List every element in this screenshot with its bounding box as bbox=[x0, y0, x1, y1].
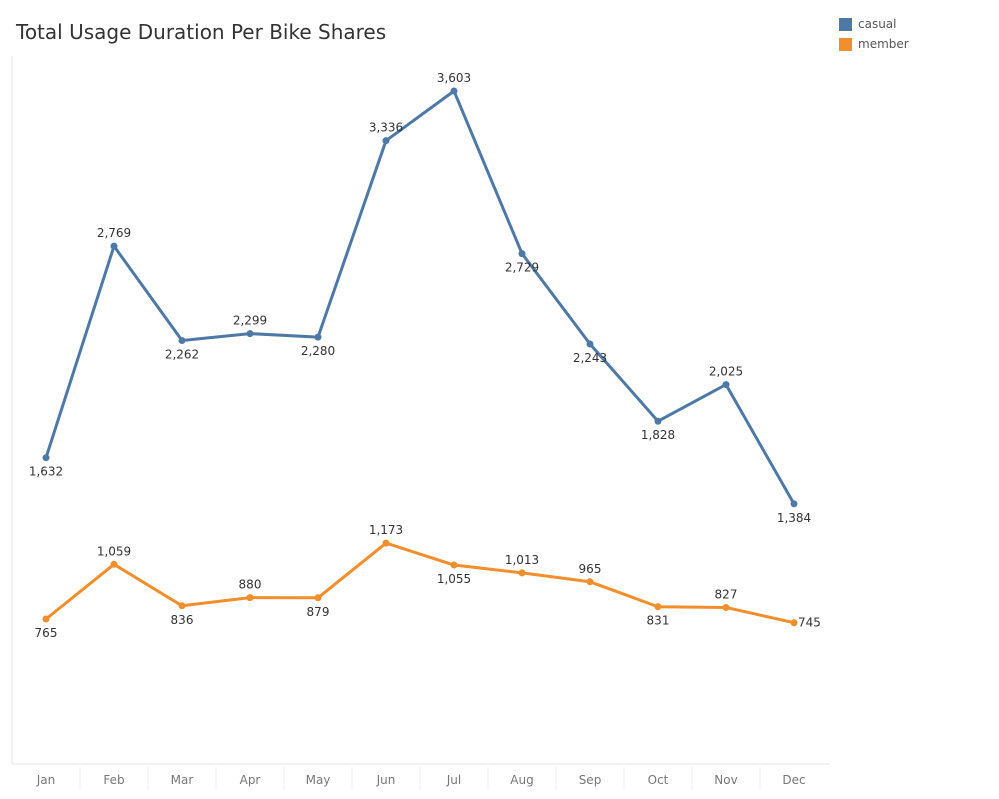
data-label-casual: 2,280 bbox=[301, 344, 335, 358]
x-tick-label: Oct bbox=[648, 773, 669, 787]
data-label-casual: 1,828 bbox=[641, 428, 675, 442]
data-point-member bbox=[382, 539, 390, 547]
data-point-member bbox=[722, 603, 730, 611]
x-tick-label: May bbox=[306, 773, 331, 787]
data-label-member: 1,055 bbox=[437, 572, 471, 586]
data-point-casual bbox=[790, 500, 798, 508]
data-label-member: 879 bbox=[307, 605, 330, 619]
legend-label-member: member bbox=[858, 37, 909, 51]
x-tick-label: Dec bbox=[782, 773, 805, 787]
x-tick-label: Mar bbox=[171, 773, 194, 787]
data-label-casual: 1,384 bbox=[777, 511, 811, 525]
x-tick-label: Nov bbox=[714, 773, 737, 787]
data-point-casual bbox=[42, 454, 50, 462]
data-label-member: 765 bbox=[35, 626, 58, 640]
x-tick-label: Jun bbox=[376, 773, 396, 787]
x-tick-label: Feb bbox=[103, 773, 124, 787]
data-point-member bbox=[110, 560, 118, 568]
data-label-member: 745 bbox=[798, 616, 821, 630]
data-label-casual: 3,336 bbox=[369, 121, 403, 135]
data-label-member: 1,173 bbox=[369, 523, 403, 537]
data-point-member bbox=[790, 619, 798, 627]
data-label-casual: 2,299 bbox=[233, 314, 267, 328]
data-point-casual bbox=[722, 381, 730, 389]
legend-item-casual[interactable]: casual bbox=[839, 14, 909, 34]
legend-swatch-member bbox=[839, 37, 852, 51]
data-label-casual: 3,603 bbox=[437, 71, 471, 85]
legend-swatch-casual bbox=[839, 17, 852, 31]
data-point-member bbox=[314, 594, 322, 602]
data-label-member: 836 bbox=[171, 613, 194, 627]
series-line-member bbox=[44, 541, 796, 625]
data-label-casual: 2,025 bbox=[709, 365, 743, 379]
data-point-member bbox=[586, 578, 594, 586]
x-tick-label: Aug bbox=[510, 773, 533, 787]
data-point-casual bbox=[314, 333, 322, 341]
data-point-casual bbox=[654, 417, 662, 425]
chart-title: Total Usage Duration Per Bike Shares bbox=[16, 20, 387, 44]
data-point-casual bbox=[586, 340, 594, 348]
data-label-member: 965 bbox=[579, 562, 602, 576]
x-tick-label: Sep bbox=[579, 773, 602, 787]
data-point-member bbox=[654, 603, 662, 611]
data-point-casual bbox=[518, 250, 526, 258]
data-label-member: 1,059 bbox=[97, 544, 131, 558]
data-point-casual bbox=[110, 242, 118, 250]
data-point-member bbox=[42, 615, 50, 623]
data-label-casual: 2,769 bbox=[97, 226, 131, 240]
legend-item-member[interactable]: member bbox=[839, 34, 909, 54]
data-label-member: 1,013 bbox=[505, 553, 539, 567]
data-point-member bbox=[518, 569, 526, 577]
data-label-member: 827 bbox=[715, 587, 738, 601]
x-tick-label: Apr bbox=[240, 773, 261, 787]
data-label-casual: 2,262 bbox=[165, 347, 199, 361]
data-label-member: 880 bbox=[239, 578, 262, 592]
x-tick-label: Jul bbox=[446, 773, 461, 787]
data-point-casual bbox=[178, 336, 186, 344]
legend: casual member bbox=[839, 14, 909, 54]
series-line-casual bbox=[44, 89, 796, 506]
data-point-member bbox=[450, 561, 458, 569]
data-label-member: 831 bbox=[647, 614, 670, 628]
data-label-casual: 2,243 bbox=[573, 351, 607, 365]
legend-label-casual: casual bbox=[858, 17, 897, 31]
x-tick-label: Jan bbox=[36, 773, 56, 787]
data-point-member bbox=[178, 602, 186, 610]
data-point-casual bbox=[450, 87, 458, 95]
data-point-casual bbox=[246, 330, 254, 338]
data-point-member bbox=[246, 594, 254, 602]
data-label-casual: 1,632 bbox=[29, 465, 63, 479]
data-point-casual bbox=[382, 137, 390, 145]
data-label-casual: 2,729 bbox=[505, 261, 539, 275]
